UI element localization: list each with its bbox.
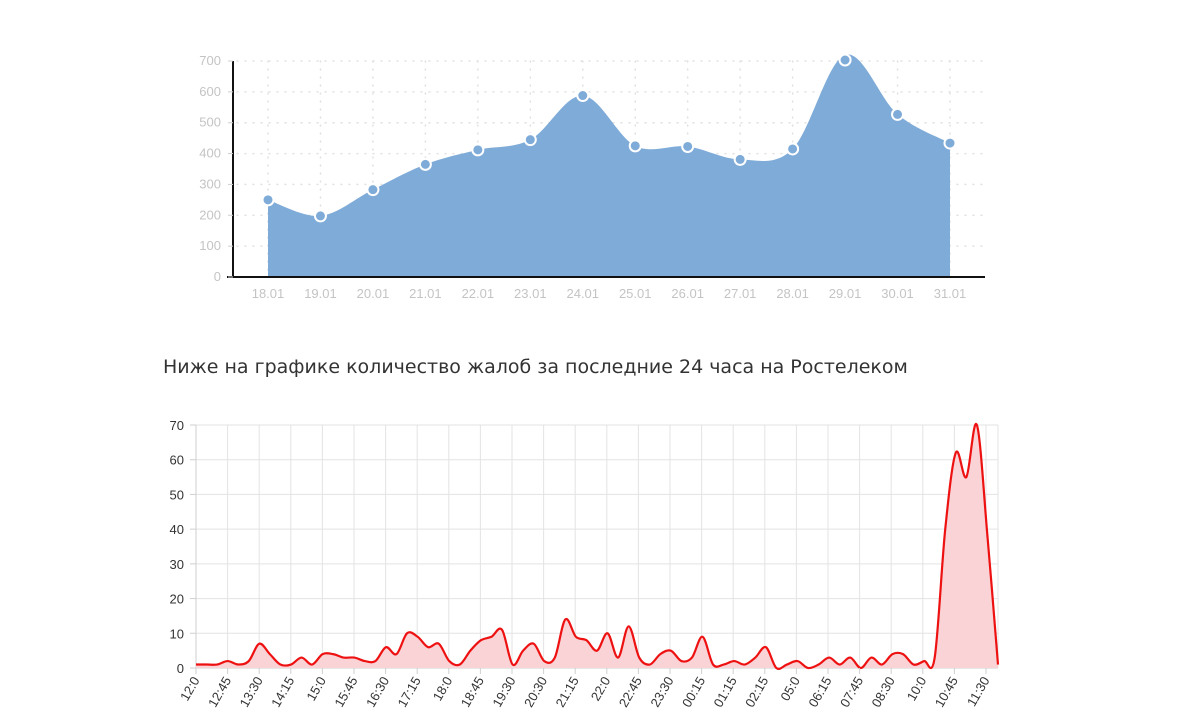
x-tick-label: 25.01 [619,286,652,301]
data-point [418,157,432,171]
x-tick-label: 21:15 [553,674,582,710]
x-tick-label: 30.01 [881,286,914,301]
x-tick-label: 22:0 [588,674,614,703]
x-tick-label: 19.01 [304,286,337,301]
x-tick-label: 06:15 [805,674,834,710]
data-point [681,139,695,153]
series-line [195,422,1000,670]
area-fill [268,54,950,277]
y-tick-label: 300 [199,176,221,191]
data-point [366,183,380,197]
y-tick-label: 500 [199,115,221,130]
data-point [313,209,327,223]
x-tick-label: 29.01 [829,286,862,301]
x-tick-label: 26.01 [671,286,704,301]
x-tick-label: 22:45 [616,674,645,710]
y-tick-label: 700 [199,53,221,68]
y-tick-label: 60 [170,453,184,468]
x-tick-label: 20.01 [357,286,390,301]
x-tick-label: 15:45 [331,674,360,710]
x-tick-label: 22.01 [462,286,495,301]
data-point [838,53,852,67]
x-tick-label: 13:30 [237,674,266,710]
y-tick-label: 100 [199,238,221,253]
y-tick-label: 70 [170,418,184,433]
x-tick-label: 10:0 [904,674,930,703]
complaints-24h-heading: Ниже на графике количество жалоб за посл… [163,356,908,378]
data-point [943,136,957,150]
data-point [733,152,747,166]
x-tick-label: 07:45 [837,674,866,710]
data-point [786,142,800,156]
x-tick-label: 20:30 [521,674,550,710]
x-tick-label: 27.01 [724,286,757,301]
x-tick-label: 19:30 [489,674,518,710]
data-point [891,107,905,121]
daily-complaints-chart: 0 100 200 300 400 500 600 700 18.01 19.01 20.01 21.… [199,53,986,301]
y-tick-label: 20 [170,592,184,607]
y-tick-label: 400 [199,146,221,161]
y-tick-label: 600 [199,84,221,99]
data-point [523,133,537,147]
x-tick-label: 23.01 [514,286,547,301]
data-point [261,193,275,207]
x-tick-label: 24.01 [566,286,599,301]
x-tick-label: 01:15 [711,674,740,710]
x-tick-label: 14:15 [268,674,297,710]
grid [195,424,999,669]
x-tick-label: 08:30 [869,674,898,710]
x-tick-label: 21.01 [409,286,442,301]
x-tick-label: 23:30 [647,674,676,710]
x-tick-label: 28.01 [776,286,809,301]
hourly-complaints-chart: 0 10 20 30 40 50 60 70 12:0 12:45 13:30 14:15 15:0 15… [170,418,1000,710]
x-tick-label: 02:15 [742,674,771,710]
x-tick-label: 18:45 [458,674,487,710]
x-tick-label: 18.01 [252,286,285,301]
y-tick-label: 50 [170,487,184,502]
y-tick-label: 30 [170,557,184,572]
x-tick-label: 12:0 [177,674,203,703]
x-tick-label: 17:15 [395,674,424,710]
x-tick-label: 00:15 [679,674,708,710]
y-tick-label: 40 [170,522,184,537]
y-tick-label: 0 [177,661,184,676]
data-point [471,143,485,157]
x-tick-label: 16:30 [363,674,392,710]
x-tick-label: 18:0 [430,674,456,703]
data-point [576,89,590,103]
data-point [628,139,642,153]
y-tick-label: 10 [170,626,184,641]
x-tick-label: 05:0 [777,674,803,703]
y-tick-label: 0 [214,269,221,284]
x-tick-label: 12:45 [205,674,234,710]
y-tick-label: 200 [199,207,221,222]
x-tick-label: 15:0 [303,674,329,703]
area-fill [196,423,998,669]
x-tick-label: 11:30 [964,674,993,709]
x-tick-label: 10:45 [932,674,961,710]
x-tick-label: 31.01 [934,286,967,301]
